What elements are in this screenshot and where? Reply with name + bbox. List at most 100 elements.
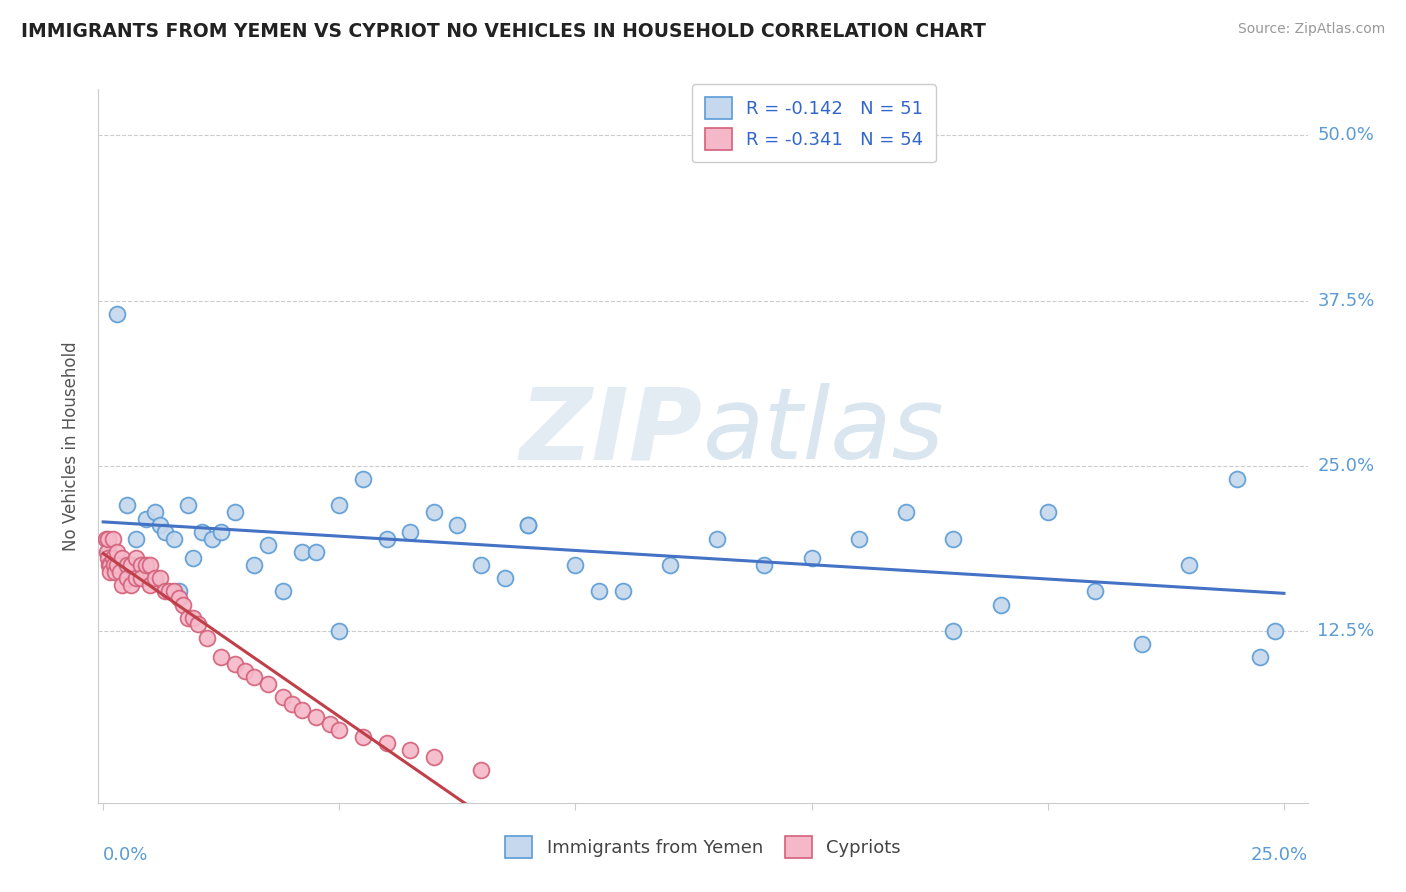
Text: 37.5%: 37.5% <box>1317 292 1375 310</box>
Point <box>108 565 131 579</box>
Point <box>1263 624 1285 638</box>
Point <box>1226 472 1249 486</box>
Point <box>97 532 120 546</box>
Point <box>139 578 162 592</box>
Point <box>328 499 350 513</box>
Point <box>209 524 232 539</box>
Point <box>290 545 312 559</box>
Point <box>517 518 540 533</box>
Point <box>224 505 246 519</box>
Y-axis label: No Vehicles in Household: No Vehicles in Household <box>62 341 80 551</box>
Point <box>111 578 134 592</box>
Point <box>129 558 152 572</box>
Point <box>195 631 218 645</box>
Point <box>423 505 446 519</box>
Point <box>105 558 128 572</box>
Point <box>125 571 148 585</box>
Point <box>375 736 398 750</box>
Point <box>181 611 204 625</box>
Text: Source: ZipAtlas.com: Source: ZipAtlas.com <box>1237 22 1385 37</box>
Point <box>399 743 422 757</box>
Point <box>97 558 120 572</box>
Point <box>172 598 194 612</box>
Point <box>163 532 186 546</box>
Point <box>233 664 256 678</box>
Point <box>257 677 280 691</box>
Point <box>105 545 128 559</box>
Point <box>319 716 342 731</box>
Point <box>271 584 294 599</box>
Point <box>167 591 190 605</box>
Point <box>423 749 446 764</box>
Point <box>754 558 776 572</box>
Point <box>177 499 200 513</box>
Point <box>243 558 266 572</box>
Point <box>139 558 162 572</box>
Point <box>96 545 118 559</box>
Point <box>167 584 190 599</box>
Point <box>894 505 917 519</box>
Legend: Immigrants from Yemen, Cypriots: Immigrants from Yemen, Cypriots <box>498 829 908 865</box>
Point <box>1130 637 1153 651</box>
Text: 12.5%: 12.5% <box>1317 622 1375 640</box>
Point <box>612 584 634 599</box>
Point <box>143 505 166 519</box>
Point <box>352 730 374 744</box>
Point <box>257 538 280 552</box>
Text: 50.0%: 50.0% <box>1317 127 1374 145</box>
Point <box>446 518 468 533</box>
Point <box>177 611 200 625</box>
Point <box>101 532 124 546</box>
Point <box>103 558 125 572</box>
Point <box>494 571 516 585</box>
Text: 25.0%: 25.0% <box>1250 846 1308 863</box>
Point <box>111 551 134 566</box>
Text: 0.0%: 0.0% <box>103 846 149 863</box>
Point <box>149 571 172 585</box>
Point <box>143 571 166 585</box>
Point <box>115 571 138 585</box>
Point <box>201 532 224 546</box>
Point <box>104 565 127 579</box>
Point <box>706 532 728 546</box>
Point <box>990 598 1012 612</box>
Point <box>305 545 328 559</box>
Point <box>375 532 398 546</box>
Point <box>135 558 157 572</box>
Point <box>399 524 422 539</box>
Text: 25.0%: 25.0% <box>1317 457 1375 475</box>
Point <box>121 558 143 572</box>
Text: IMMIGRANTS FROM YEMEN VS CYPRIOT NO VEHICLES IN HOUSEHOLD CORRELATION CHART: IMMIGRANTS FROM YEMEN VS CYPRIOT NO VEHI… <box>21 22 986 41</box>
Point <box>243 670 266 684</box>
Point <box>848 532 870 546</box>
Point <box>121 578 143 592</box>
Point <box>98 565 121 579</box>
Text: atlas: atlas <box>703 384 945 480</box>
Point <box>115 558 138 572</box>
Point <box>101 551 124 566</box>
Point <box>658 558 681 572</box>
Point <box>800 551 823 566</box>
Point <box>98 558 121 572</box>
Point <box>470 558 492 572</box>
Point <box>328 723 350 738</box>
Point <box>305 710 328 724</box>
Point <box>588 584 610 599</box>
Point <box>290 703 312 717</box>
Point <box>564 558 586 572</box>
Point <box>129 571 152 585</box>
Point <box>1249 650 1271 665</box>
Point <box>157 584 180 599</box>
Point <box>153 584 176 599</box>
Point <box>1178 558 1201 572</box>
Point <box>135 511 157 525</box>
Text: ZIP: ZIP <box>520 384 703 480</box>
Point <box>105 307 128 321</box>
Point <box>1036 505 1059 519</box>
Point <box>942 624 965 638</box>
Point <box>352 472 374 486</box>
Point <box>470 763 492 777</box>
Point <box>187 617 209 632</box>
Point <box>163 584 186 599</box>
Point <box>209 650 232 665</box>
